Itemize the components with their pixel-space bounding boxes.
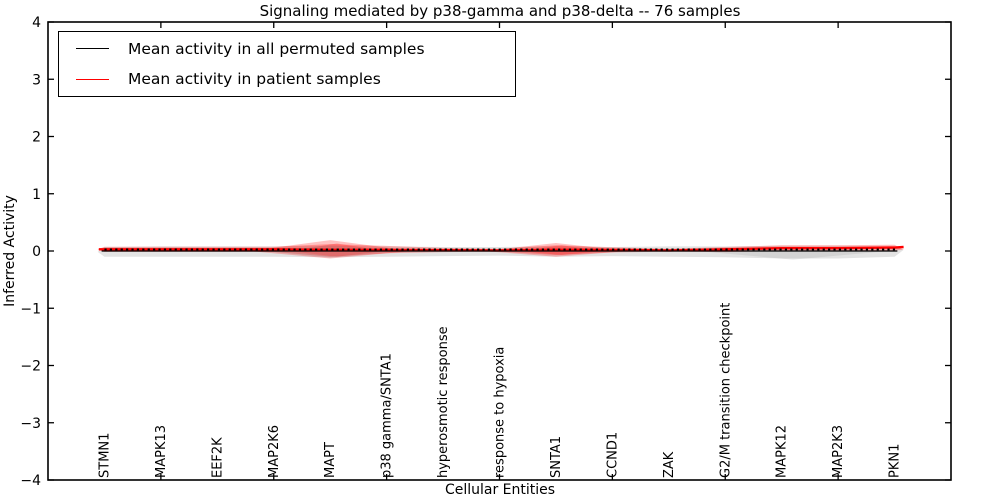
x-category-label: CCND1 — [605, 432, 620, 478]
x-category-label: MAPT — [323, 442, 338, 478]
y-tick-label: −1 — [20, 301, 41, 317]
x-category-label: MAPK13 — [154, 425, 169, 478]
legend: Mean activity in all permuted samples Me… — [58, 31, 516, 97]
permuted-line-swatch — [76, 48, 109, 50]
x-category-label: MAP2K3 — [831, 425, 846, 478]
legend-item-patient: Mean activity in patient samples — [59, 65, 515, 93]
y-tick-label: 2 — [32, 130, 41, 146]
y-tick-label: −2 — [20, 359, 41, 375]
x-category-label: PKN1 — [888, 444, 903, 478]
legend-label-permuted: Mean activity in all permuted samples — [128, 39, 425, 58]
chart-title: Signaling mediated by p38-gamma and p38-… — [260, 2, 741, 20]
y-axis-label: Inferred Activity — [2, 195, 18, 307]
y-tick-label: 1 — [32, 187, 41, 203]
x-category-label: EEF2K — [210, 437, 225, 478]
x-category-label: STMN1 — [97, 433, 112, 478]
y-tick-label: 4 — [32, 15, 41, 31]
x-category-label: MAP2K6 — [267, 425, 282, 478]
x-axis-label: Cellular Entities — [445, 482, 555, 498]
legend-item-permuted: Mean activity in all permuted samples — [59, 35, 515, 63]
y-tick-label: 0 — [32, 244, 41, 260]
x-category-label: p38 gamma/SNTA1 — [380, 353, 395, 478]
x-category-label: ZAK — [662, 451, 677, 478]
y-tick-label: −4 — [20, 473, 41, 489]
x-category-label: response to hypoxia — [493, 347, 508, 478]
x-category-label: hyperosmotic response — [436, 326, 451, 478]
y-tick-label: 3 — [32, 72, 41, 88]
legend-label-patient: Mean activity in patient samples — [128, 70, 381, 89]
patient-line-swatch — [76, 78, 109, 80]
x-category-label: G2/M transition checkpoint — [718, 303, 733, 478]
x-category-label: MAPK12 — [775, 425, 790, 478]
x-category-label: SNTA1 — [549, 436, 564, 478]
y-tick-label: −3 — [20, 416, 41, 432]
